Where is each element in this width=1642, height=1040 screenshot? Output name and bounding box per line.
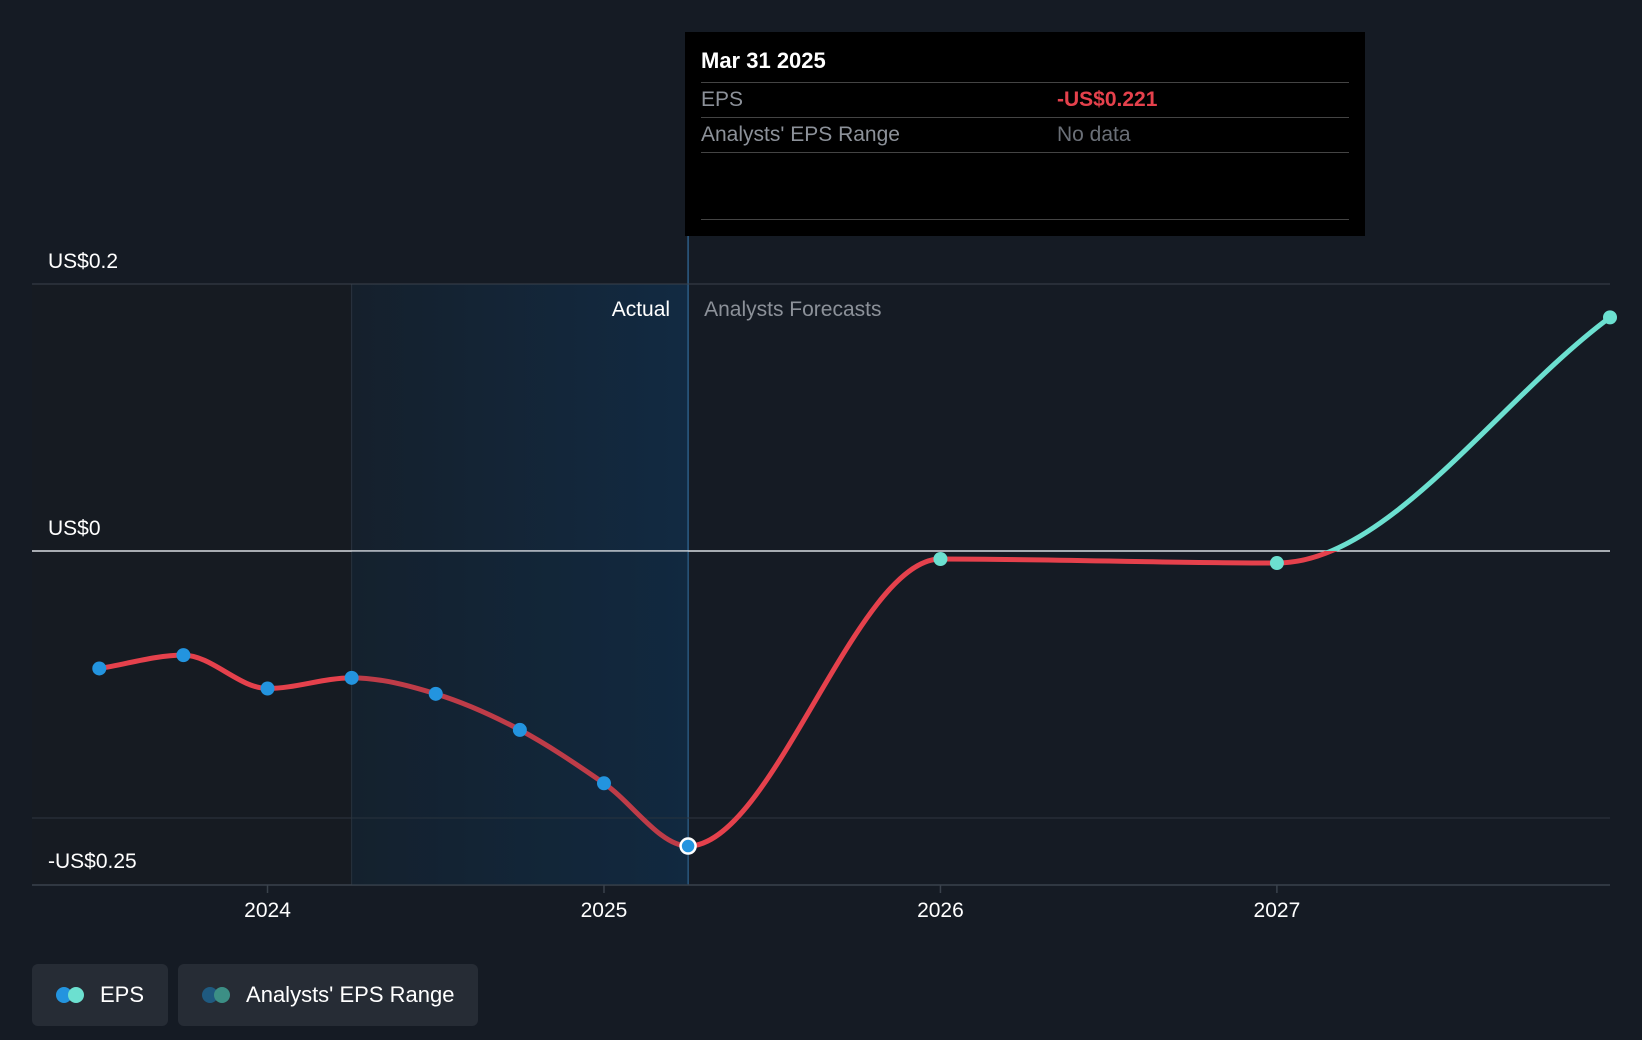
range-legend-icon [202,987,232,1003]
eps-point-actual [428,686,443,701]
legend-eps-label: EPS [100,982,145,1007]
tooltip-date: Mar 31 2025 [701,46,1349,83]
actual-label: Actual [612,298,670,321]
tooltip-spacer [701,153,1349,220]
eps-point-actual [92,661,107,676]
eps-points [92,310,1617,855]
eps-point-actual [512,722,527,737]
eps-point-forecast [933,552,948,567]
actual-line-tint [351,551,689,885]
y-label-zero: US$0 [48,517,101,540]
tooltip-range-value: No data [1057,123,1131,146]
x-tick-label: 2024 [244,899,291,922]
x-tick-label: 2027 [1254,899,1301,922]
tooltip-eps-value: -US$0.221 [1057,88,1158,111]
eps-point-selected [679,837,697,855]
legend-range-button[interactable]: Analysts' EPS Range [178,964,479,1026]
tooltip-eps-row: EPS -US$0.221 [701,83,1349,118]
eps-point-forecast [1269,556,1284,571]
x-axis-ticks: 2024 2025 2026 2027 [244,885,1300,922]
forecast-label: Analysts Forecasts [704,298,881,321]
legend-range-label: Analysts' EPS Range [246,982,455,1007]
x-tick-label: 2025 [581,899,628,922]
y-label-bottom: -US$0.25 [48,850,137,873]
eps-point-actual [344,670,359,685]
x-tick-label: 2026 [917,899,964,922]
tooltip-range-row: Analysts' EPS Range No data [701,118,1349,153]
pre-actual-region [32,284,352,885]
eps-point-actual [176,648,191,663]
eps-point-forecast [1603,310,1617,325]
legend-eps-button[interactable]: EPS [32,964,169,1026]
legend: EPS Analysts' EPS Range [32,964,479,1026]
tooltip-eps-label: EPS [701,88,744,111]
eps-point-actual [260,681,275,696]
eps-legend-icon [56,987,86,1003]
eps-tooltip: Mar 31 2025 EPS -US$0.221 Analysts' EPS … [685,32,1365,236]
tooltip-range-label: Analysts' EPS Range [701,123,900,146]
eps-point-actual [596,776,611,791]
y-label-top: US$0.2 [48,250,118,273]
actual-region [351,284,689,885]
